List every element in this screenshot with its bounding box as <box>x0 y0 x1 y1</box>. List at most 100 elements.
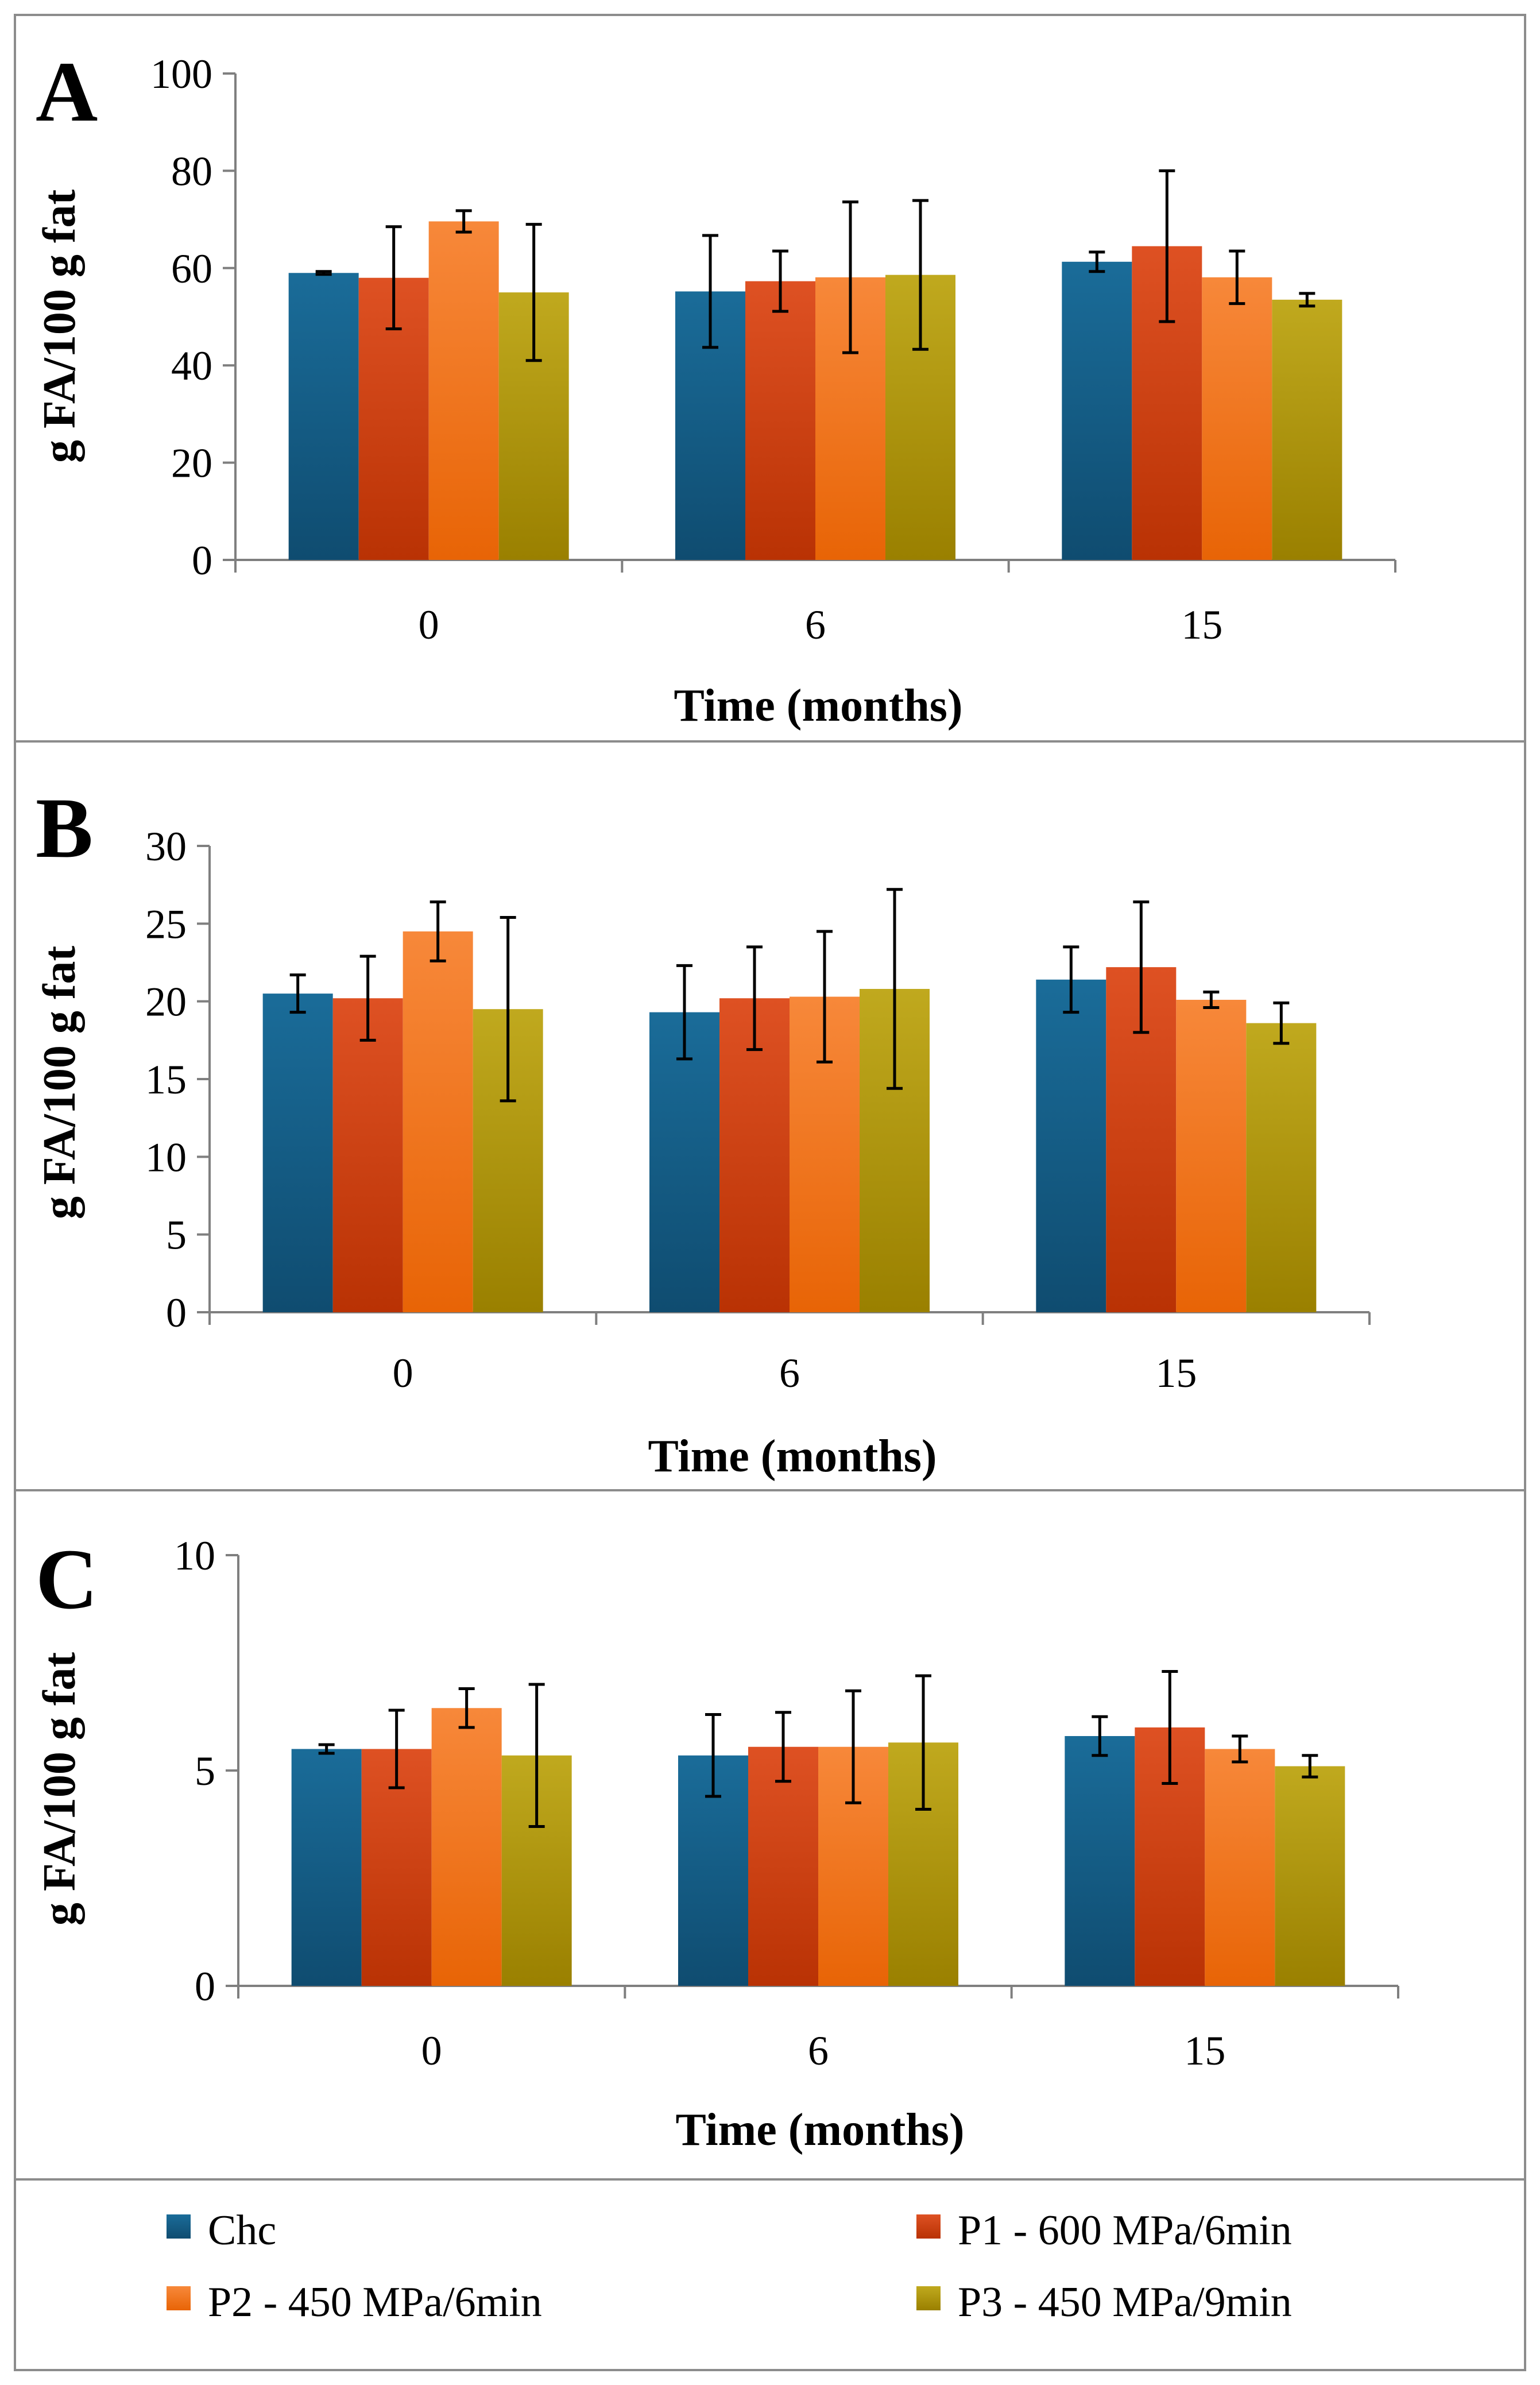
panel-c-errorbar-chc-0 <box>318 1743 335 1755</box>
panel-a-bar-p1-6 <box>745 281 815 560</box>
panel-a-ylabel: g FA/100 g fat <box>34 190 85 463</box>
panel-c-bar-chc-15 <box>1065 1736 1135 1986</box>
legend-swatch-p2 <box>167 2286 191 2310</box>
panel-a-y-tick-label: 40 <box>171 343 212 389</box>
panel-b-bar-p3-15 <box>1246 1023 1317 1312</box>
panel-a-x-tick-label: 6 <box>805 602 826 648</box>
panel-c-x-tick-label: 6 <box>808 2028 829 2074</box>
panel-a-errorbar-p3-6 <box>912 199 928 351</box>
panel-b-errorbar-p3-0 <box>500 916 516 1103</box>
panel-b-errorbar-chc-6 <box>676 964 692 1061</box>
panel-a-bar-chc-0 <box>288 273 359 560</box>
figure-frame <box>14 14 1526 2371</box>
panel-b-errorbar-p1-0 <box>359 954 376 1042</box>
panel-a-bar-p2-0 <box>428 221 499 560</box>
panel-b-letter: B <box>36 780 93 876</box>
panel-a-bar-p3-15 <box>1272 299 1342 560</box>
panel-c-x-tick-label: 15 <box>1184 2028 1225 2074</box>
panel-a-bar-p2-15 <box>1202 277 1272 560</box>
legend-label-p3: P3 - 450 MPa/9min <box>958 2279 1292 2326</box>
panel-a-errorbar-chc-6 <box>702 234 718 349</box>
panel-b-bar-chc-0 <box>262 994 333 1312</box>
panel-c-xlabel: Time (months) <box>676 2105 965 2155</box>
panel-a-errorbar-p2-15 <box>1229 249 1245 306</box>
panel-b-errorbar-chc-0 <box>289 973 306 1014</box>
panel-b-x-tick-label: 0 <box>393 1350 413 1396</box>
panel-b: B g FA/100 g fat Time (months) 0 5 10 15 20 2… <box>34 780 1371 1482</box>
panel-a-y-tick-label: 0 <box>192 538 212 583</box>
panel-b-errorbar-p1-6 <box>746 945 763 1052</box>
panel-a-y-tick-label: 20 <box>171 440 212 486</box>
panel-c-bar-chc-0 <box>291 1749 362 1986</box>
panel-c: C g FA/100 g fat Time (months) 0 5 10 0 6 15 <box>34 1532 1399 2155</box>
panel-c-bar-p3-15 <box>1275 1766 1345 1986</box>
panel-a-errorbar-p3-0 <box>525 223 542 362</box>
panel-c-errorbar-p3-6 <box>915 1674 931 1811</box>
panel-a-errorbar-p2-0 <box>455 209 472 234</box>
panel-c-errorbar-p3-0 <box>528 1683 545 1828</box>
panel-b-bar-p1-0 <box>332 998 403 1312</box>
panel-a-letter: A <box>36 44 98 140</box>
panel-c-errorbar-p2-0 <box>458 1687 475 1729</box>
panel-b-errorbar-p2-6 <box>817 930 833 1064</box>
panel-a-errorbar-p2-6 <box>842 200 858 354</box>
panel-b-bar-chc-6 <box>649 1012 719 1312</box>
panel-b-y-tick-label: 0 <box>166 1290 187 1336</box>
panel-b-y-tick-label: 25 <box>145 901 187 947</box>
panel-a-errorbar-p3-15 <box>1299 292 1315 308</box>
panel-c-errorbar-chc-15 <box>1092 1715 1108 1757</box>
panel-b-ylabel: g FA/100 g fat <box>34 946 85 1220</box>
panel-c-bar-p2-0 <box>431 1708 502 1986</box>
panel-b-errorbar-p2-0 <box>430 900 446 962</box>
panel-a: A g FA/100 g fat Time (months) 0 20 40 60 80… <box>34 44 1396 731</box>
panel-a-xlabel: Time (months) <box>674 681 963 731</box>
panel-c-bar-p1-6 <box>748 1746 818 1986</box>
panel-b-errorbar-p1-15 <box>1133 900 1150 1034</box>
panel-a-errorbar-p1-0 <box>385 225 402 331</box>
panel-c-bar-p2-15 <box>1205 1749 1275 1986</box>
panel-b-errorbar-p3-15 <box>1273 1001 1290 1045</box>
panel-b-y-tick-label: 5 <box>166 1212 187 1258</box>
panel-c-errorbar-p2-15 <box>1232 1734 1248 1764</box>
panel-b-errorbar-p2-15 <box>1203 990 1220 1009</box>
panel-c-x-tick-label: 0 <box>421 2028 442 2074</box>
legend-label-chc: Chc <box>208 2207 276 2254</box>
panel-b-y-tick-label: 15 <box>145 1057 187 1103</box>
legend-label-p2: P2 - 450 MPa/6min <box>208 2279 542 2326</box>
panel-c-errorbar-p2-6 <box>845 1689 861 1804</box>
panel-b-y-tick-label: 30 <box>145 824 187 869</box>
panel-b-x-tick-label: 15 <box>1155 1350 1197 1396</box>
panel-c-letter: C <box>36 1532 98 1627</box>
legend: Chc P1 - 600 MPa/6min P2 - 450 MPa/6min … <box>167 2207 1292 2326</box>
panel-b-x-tick-label: 6 <box>779 1350 800 1396</box>
panel-a-y-tick-label: 60 <box>171 246 212 292</box>
panel-c-y-tick-label: 10 <box>174 1533 215 1579</box>
panel-c-ylabel: g FA/100 g fat <box>34 1652 85 1926</box>
panel-a-errorbar-chc-0 <box>315 270 332 276</box>
panel-c-y-tick-label: 5 <box>195 1748 215 1794</box>
panel-a-errorbar-chc-15 <box>1089 250 1105 273</box>
panel-c-errorbar-p1-6 <box>775 1711 791 1783</box>
panel-a-bar-chc-15 <box>1062 261 1132 560</box>
panel-a-y-tick-label: 100 <box>150 51 212 97</box>
panel-b-errorbar-p3-6 <box>887 888 903 1090</box>
panel-c-errorbar-p1-0 <box>388 1708 405 1789</box>
panel-b-y-tick-label: 10 <box>145 1134 187 1180</box>
panel-b-bar-p2-15 <box>1176 999 1247 1312</box>
panel-c-errorbar-p3-15 <box>1302 1754 1318 1779</box>
panel-a-errorbar-p1-15 <box>1159 169 1175 323</box>
panel-a-errorbar-p1-6 <box>772 249 788 313</box>
panel-b-xlabel: Time (months) <box>648 1431 937 1482</box>
panel-b-bar-chc-15 <box>1036 979 1106 1312</box>
panel-b-errorbar-chc-15 <box>1063 945 1079 1014</box>
panel-b-bar-p2-0 <box>403 931 473 1312</box>
legend-swatch-p3 <box>916 2286 941 2310</box>
panel-c-errorbar-chc-6 <box>705 1713 721 1798</box>
panel-c-errorbar-p1-15 <box>1162 1670 1178 1785</box>
panel-a-x-tick-label: 15 <box>1181 602 1222 648</box>
panel-c-y-tick-label: 0 <box>195 1963 215 2009</box>
panel-b-y-tick-label: 20 <box>145 979 187 1025</box>
legend-label-p1: P1 - 600 MPa/6min <box>958 2207 1292 2254</box>
panel-a-y-tick-label: 80 <box>171 148 212 194</box>
